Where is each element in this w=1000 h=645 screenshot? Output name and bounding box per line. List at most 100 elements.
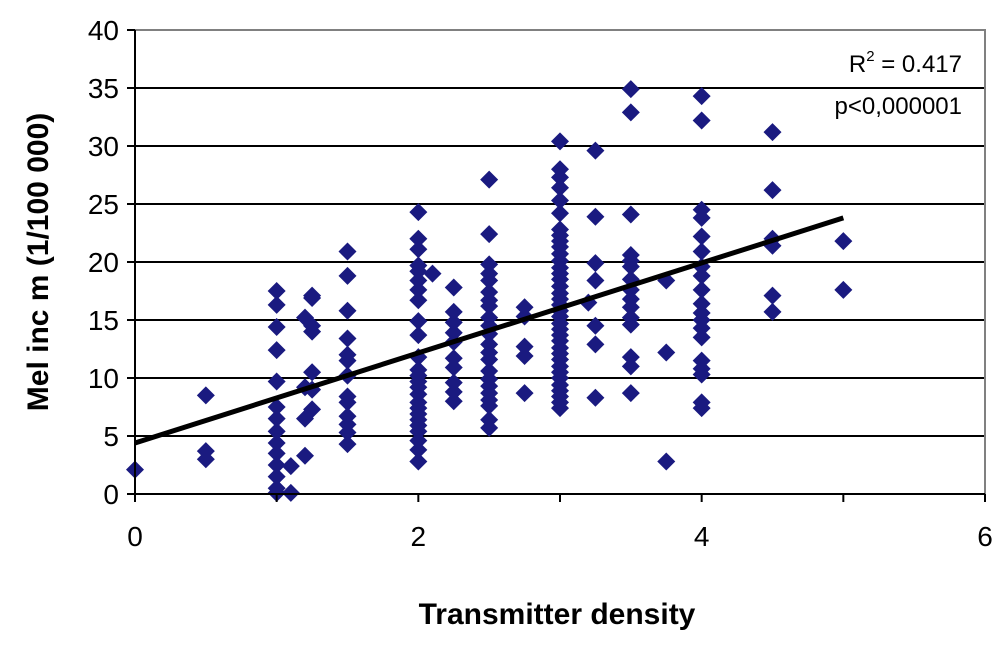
data-point [409,262,428,281]
data-point [621,103,640,122]
data-point [196,386,215,405]
y-tick-label: 15 [88,305,119,336]
data-point [444,373,463,392]
data-point [657,343,676,362]
data-point [444,323,463,342]
data-point [267,467,286,486]
data-point [621,348,640,367]
data-point [763,286,782,305]
data-point [621,315,640,334]
data-point [267,422,286,441]
data-point [621,357,640,376]
data-point [621,298,640,317]
data-point [267,444,286,463]
data-point [444,313,463,332]
data-point [296,446,314,465]
data-point [480,225,499,244]
data-point [267,433,286,452]
data-point [657,452,676,471]
x-axis-title: Transmitter density [419,598,696,631]
data-point [409,240,428,259]
data-point [763,302,782,321]
y-tick-label: 35 [88,73,119,104]
data-point [409,280,428,299]
data-point [763,123,782,142]
data-point [586,316,605,335]
x-tick-label: 0 [127,521,143,552]
data-point [551,132,569,151]
y-tick-label: 20 [88,247,119,278]
data-point [586,254,605,273]
data-point [551,204,569,223]
data-point [267,456,286,474]
y-axis: 0 5 10 15 20 25 30 35 40 [88,15,136,510]
data-point [692,87,711,106]
data-point [338,266,357,285]
y-tick-label: 25 [88,189,119,220]
data-point [409,203,428,222]
data-point [338,423,357,442]
data-point [692,242,711,261]
data-point [409,326,428,345]
data-point [692,227,711,246]
y-tick-label: 40 [88,15,119,46]
data-point [303,400,322,419]
data-point [267,372,286,391]
data-point [480,297,499,316]
data-point [444,382,463,401]
data-point [444,302,463,321]
data-point [692,365,711,384]
data-point [692,111,711,130]
data-point [303,288,322,307]
y-axis-title: Mel inc m (1/100 000) [22,113,55,411]
data-point [409,271,428,290]
data-point [303,322,322,341]
data-point [480,170,499,189]
y-tick-label: 0 [103,479,119,510]
data-point [267,341,286,360]
data-point [515,337,534,356]
data-point [423,264,442,283]
data-point [267,483,286,502]
data-point [586,141,605,160]
data-point [267,398,286,416]
data-point [281,457,300,476]
data-point [338,301,357,320]
data-point [267,282,286,300]
x-tick-label: 2 [411,521,427,552]
data-point [480,396,499,415]
data-point [409,291,428,310]
data-point [515,298,534,317]
data-point [409,312,428,331]
data-point [692,280,711,299]
y-tick-label: 5 [103,421,119,452]
data-point [692,399,711,418]
data-point [409,422,428,441]
data-point [515,384,534,403]
data-point [763,181,782,200]
r-squared-annotation: R2 = 0.417 [849,48,962,78]
data-point [267,317,286,336]
x-tick-label: 6 [977,521,993,552]
data-point [586,207,605,226]
data-point [409,440,428,459]
p-value-annotation: p<0,000001 [835,93,962,120]
data-point [621,80,640,99]
data-point [281,483,300,502]
data-point [586,335,605,354]
data-point [303,363,322,382]
data-point [196,450,215,469]
data-point [267,409,286,428]
data-point [409,452,428,471]
trendline [134,215,845,446]
data-point [834,280,853,299]
data-point [480,418,499,437]
data-point [692,328,711,347]
data-point [338,393,357,412]
data-point [480,350,499,369]
data-point [338,329,357,348]
data-point [480,271,499,290]
data-point [621,257,640,276]
y-tick-label: 10 [88,363,119,394]
